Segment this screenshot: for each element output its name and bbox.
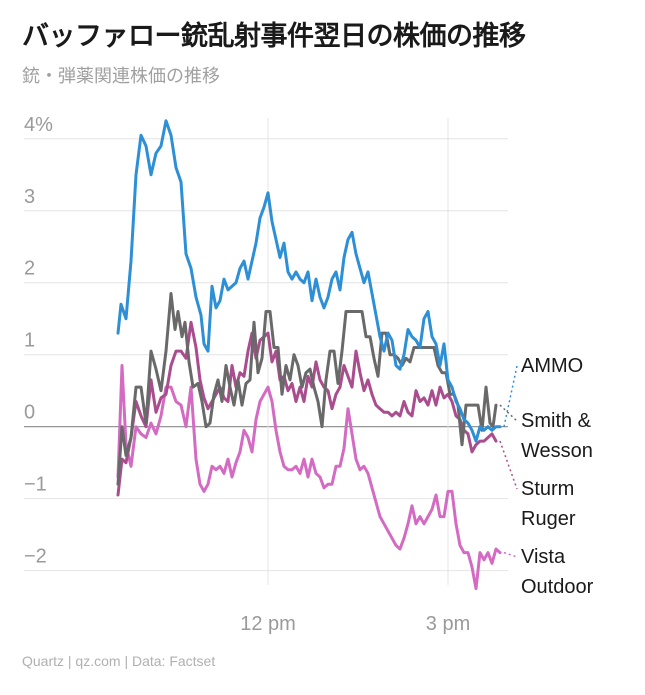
legend-label: Wesson [521, 440, 593, 462]
y-tick-label: 3 [24, 186, 35, 208]
y-tick-label: 0 [24, 402, 35, 424]
y-tick-label: 2 [24, 258, 35, 280]
series-line-vista-outdoor [116, 364, 502, 591]
legend-label: Ruger [521, 508, 576, 530]
y-axis-tick-labels: 4% 3 2 1 0 −1 −2 [24, 114, 53, 568]
legend-label: Outdoor [521, 576, 594, 598]
series-line-ammo [116, 119, 502, 443]
x-tick-label: 3 pm [426, 613, 470, 635]
series-line-sturm-ruger [116, 320, 498, 497]
legend-label: Vista [521, 546, 566, 568]
y-tick-label: 1 [24, 330, 35, 352]
chart-title: バッファロー銃乱射事件翌日の株価の推移 [22, 21, 526, 52]
chart-subtitle: 銃・弾薬関連株価の推移 [22, 66, 220, 87]
y-tick-label: −1 [24, 474, 47, 496]
legend: AMMO Smith & Wesson Sturm Ruger Vista Outdoor [499, 355, 594, 598]
gridlines [24, 118, 508, 585]
legend-leader [503, 551, 518, 558]
legend-label: Smith & [521, 410, 592, 432]
source-footer: Quartz | qz.com | Data: Factset [22, 653, 216, 669]
x-tick-label: 12 pm [240, 613, 296, 635]
y-tick-label: −2 [24, 546, 47, 568]
legend-label: AMMO [521, 355, 583, 377]
legend-leader [499, 440, 518, 490]
y-tick-label: 4% [24, 114, 53, 136]
legend-leader [499, 404, 518, 422]
legend-label: Sturm [521, 478, 574, 500]
series-lines [116, 119, 502, 591]
series-line-smith-wesson [116, 292, 498, 486]
legend-leader [503, 365, 518, 427]
x-axis-tick-labels: 12 pm 3 pm [240, 613, 470, 635]
